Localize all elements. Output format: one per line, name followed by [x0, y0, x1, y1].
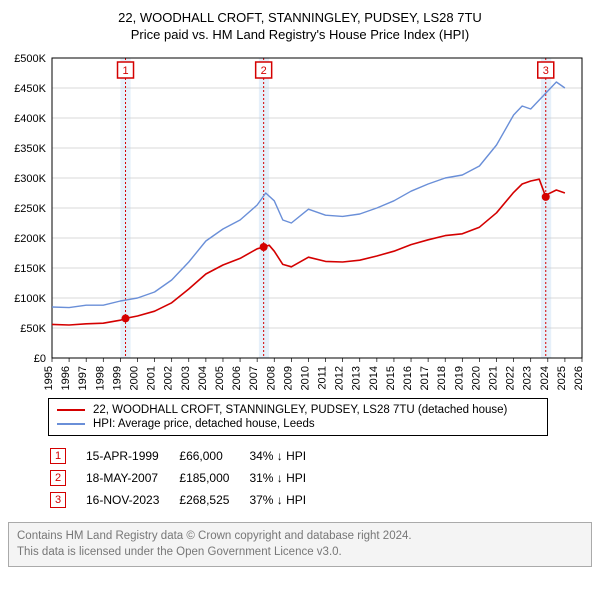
svg-text:2016: 2016	[402, 366, 414, 390]
footer-line2: This data is licensed under the Open Gov…	[17, 546, 342, 558]
marker-date: 16-NOV-2023	[86, 490, 177, 510]
svg-text:2003: 2003	[180, 366, 192, 390]
svg-text:£350K: £350K	[14, 143, 46, 155]
marker-price: £185,000	[179, 468, 247, 488]
svg-text:2005: 2005	[214, 366, 226, 390]
svg-text:2026: 2026	[573, 366, 585, 390]
svg-text:2025: 2025	[556, 366, 568, 390]
svg-text:2023: 2023	[522, 366, 534, 390]
legend-swatch	[57, 423, 85, 425]
marker-num: 2	[50, 470, 66, 486]
chart-svg: £0 £50K £100K £150K £200K £250K £300K £350K £400…	[8, 50, 592, 390]
marker-date: 15-APR-1999	[86, 446, 177, 466]
svg-text:£250K: £250K	[14, 203, 46, 215]
svg-text:£300K: £300K	[14, 173, 46, 185]
legend-label: HPI: Average price, detached house, Leed…	[93, 418, 315, 430]
legend-item: HPI: Average price, detached house, Leed…	[57, 417, 539, 431]
svg-text:2012: 2012	[334, 366, 346, 390]
svg-text:2002: 2002	[163, 366, 175, 390]
svg-text:2019: 2019	[453, 366, 465, 390]
svg-text:2004: 2004	[197, 366, 209, 390]
svg-text:2007: 2007	[248, 366, 260, 390]
legend: 22, WOODHALL CROFT, STANNINGLEY, PUDSEY,…	[48, 398, 548, 436]
svg-text:2010: 2010	[299, 366, 311, 390]
footer-note: Contains HM Land Registry data © Crown c…	[8, 522, 592, 567]
svg-text:1: 1	[122, 65, 128, 77]
page-title: 22, WOODHALL CROFT, STANNINGLEY, PUDSEY,…	[8, 10, 592, 25]
svg-text:2013: 2013	[351, 366, 363, 390]
legend-swatch	[57, 409, 85, 411]
svg-text:£200K: £200K	[14, 233, 46, 245]
marker-pct: 34% ↓ HPI	[249, 446, 324, 466]
svg-text:3: 3	[543, 65, 549, 77]
svg-text:£0: £0	[34, 353, 46, 365]
svg-text:2024: 2024	[539, 366, 551, 390]
svg-text:2017: 2017	[419, 366, 431, 390]
svg-text:2014: 2014	[368, 366, 380, 390]
page-subtitle: Price paid vs. HM Land Registry's House …	[8, 27, 592, 42]
svg-text:2022: 2022	[505, 366, 517, 390]
marker-price: £268,525	[179, 490, 247, 510]
svg-text:1998: 1998	[94, 366, 106, 390]
marker-date: 18-MAY-2007	[86, 468, 177, 488]
marker-num: 1	[50, 448, 66, 464]
svg-text:2008: 2008	[265, 366, 277, 390]
marker-pct: 37% ↓ HPI	[249, 490, 324, 510]
marker-price: £66,000	[179, 446, 247, 466]
svg-text:1995: 1995	[43, 366, 55, 390]
svg-text:£500K: £500K	[14, 53, 46, 65]
svg-text:2006: 2006	[231, 366, 243, 390]
marker-pct: 31% ↓ HPI	[249, 468, 324, 488]
svg-text:2020: 2020	[470, 366, 482, 390]
marker-row: 2 18-MAY-2007£185,00031% ↓ HPI	[50, 468, 324, 488]
svg-text:2009: 2009	[282, 366, 294, 390]
svg-text:2015: 2015	[385, 366, 397, 390]
footer-line1: Contains HM Land Registry data © Crown c…	[17, 530, 412, 542]
svg-text:2018: 2018	[436, 366, 448, 390]
svg-text:2: 2	[261, 65, 267, 77]
price-chart: £0 £50K £100K £150K £200K £250K £300K £350K £400…	[8, 50, 592, 390]
legend-item: 22, WOODHALL CROFT, STANNINGLEY, PUDSEY,…	[57, 403, 539, 417]
markers-table: 1 15-APR-1999£66,00034% ↓ HPI 2 18-MAY-2007…	[48, 444, 326, 512]
svg-text:2011: 2011	[317, 366, 329, 390]
svg-text:2000: 2000	[128, 366, 140, 390]
svg-text:1997: 1997	[77, 366, 89, 390]
marker-row: 3 16-NOV-2023£268,52537% ↓ HPI	[50, 490, 324, 510]
svg-text:£450K: £450K	[14, 83, 46, 95]
marker-num: 3	[50, 492, 66, 508]
svg-text:1999: 1999	[111, 366, 123, 390]
svg-text:1996: 1996	[60, 366, 72, 390]
marker-row: 1 15-APR-1999£66,00034% ↓ HPI	[50, 446, 324, 466]
svg-text:£150K: £150K	[14, 263, 46, 275]
svg-text:2021: 2021	[488, 366, 500, 390]
svg-text:2001: 2001	[146, 366, 158, 390]
svg-text:£50K: £50K	[20, 323, 46, 335]
legend-label: 22, WOODHALL CROFT, STANNINGLEY, PUDSEY,…	[93, 404, 507, 416]
svg-text:£400K: £400K	[14, 113, 46, 125]
svg-text:£100K: £100K	[14, 293, 46, 305]
